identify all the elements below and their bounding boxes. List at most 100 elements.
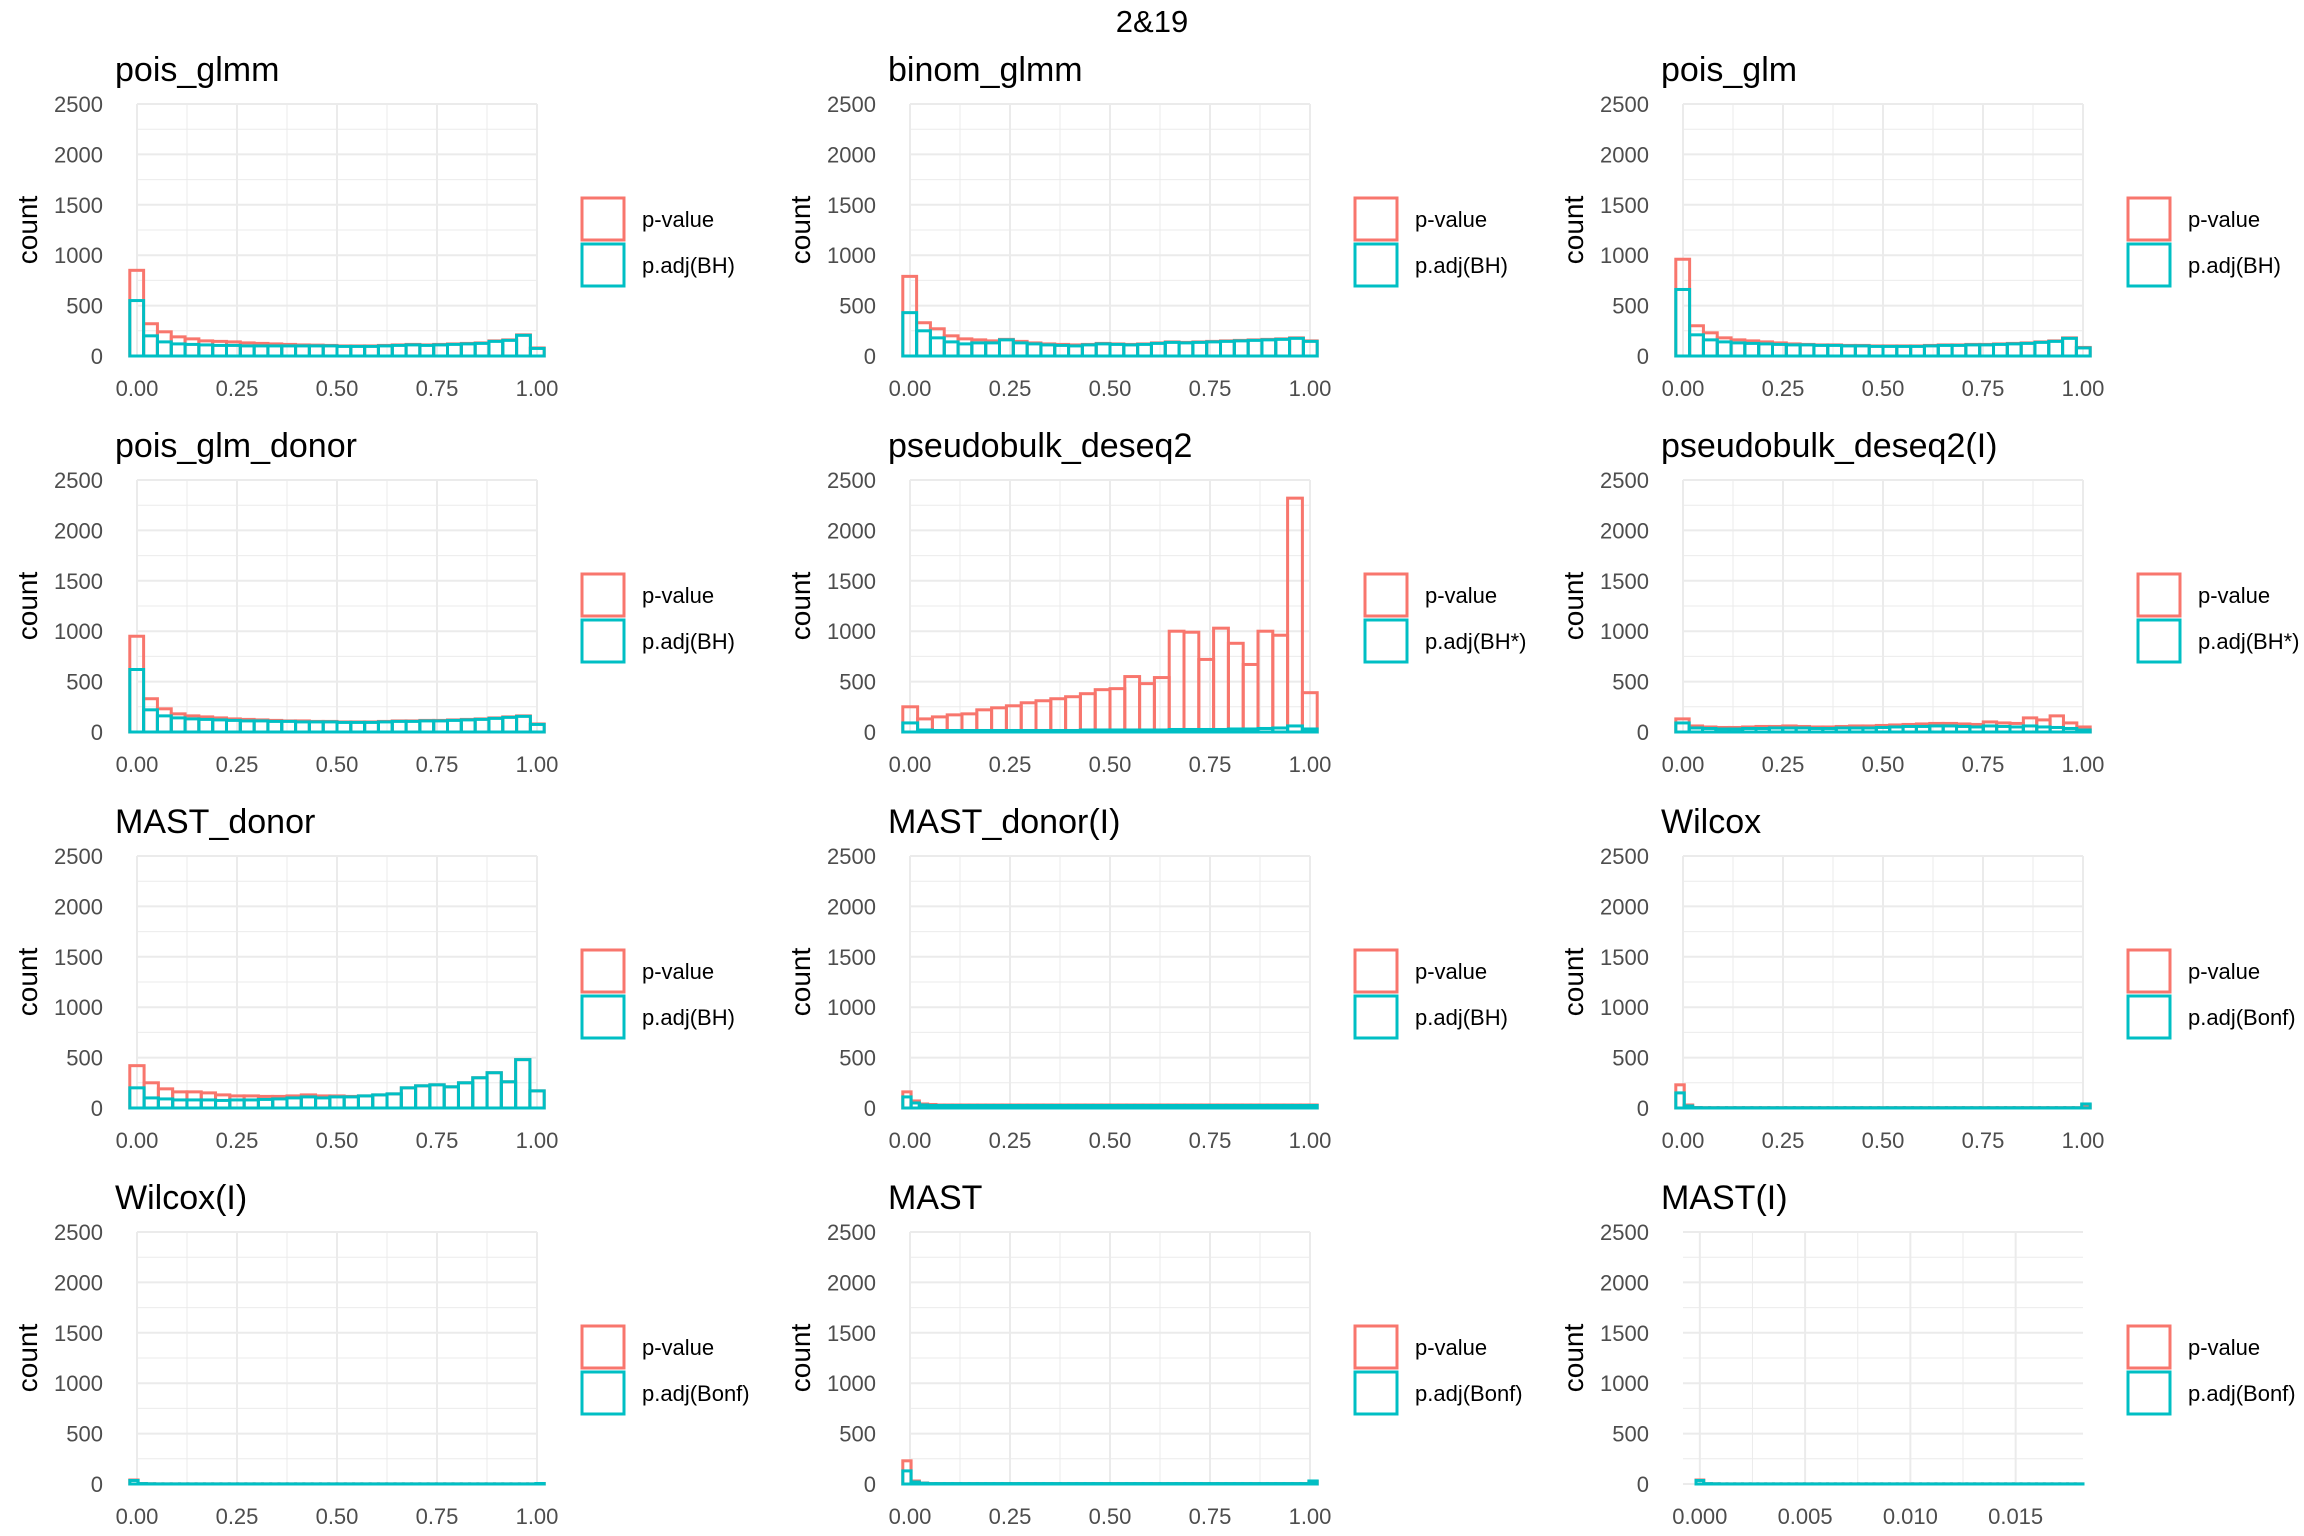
histogram-bar bbox=[528, 346, 546, 358]
y-axis-label: count bbox=[785, 1324, 816, 1393]
facet-MAST_donor(I): 0 500 1000 1500 2000 2500 0.00 0.25 0.50 0.75 1.00… bbox=[785, 803, 1508, 1153]
y-tick-label: 1500 bbox=[54, 1321, 103, 1346]
histogram-bar bbox=[1714, 727, 1731, 734]
histogram-bar bbox=[418, 719, 436, 734]
histogram-bar bbox=[2048, 714, 2065, 734]
x-tick-label: 0.00 bbox=[116, 1504, 159, 1529]
y-tick-label: 500 bbox=[66, 1046, 103, 1071]
y-tick-label: 1500 bbox=[827, 1321, 876, 1346]
legend-key-pvalue bbox=[580, 948, 626, 994]
histogram-bar bbox=[487, 716, 505, 734]
x-tick-label: 0.00 bbox=[1662, 1128, 1705, 1153]
facet-Wilcox: 0 500 1000 1500 2000 2500 0.00 0.25 0.50 0.75 1.00… bbox=[1558, 803, 2296, 1153]
histogram-bar bbox=[515, 714, 532, 734]
histogram-bar bbox=[1094, 342, 1112, 358]
histogram-bar bbox=[197, 717, 215, 734]
histogram-bar bbox=[1274, 337, 1292, 358]
histogram-bar bbox=[997, 337, 1015, 358]
histogram-bar bbox=[1093, 688, 1112, 734]
legend-key-pvalue bbox=[2126, 1324, 2172, 1370]
histogram-bar bbox=[446, 342, 463, 358]
histogram-bar bbox=[1781, 726, 1798, 734]
histogram-bar bbox=[1715, 340, 1733, 358]
histogram-bar bbox=[471, 1076, 489, 1110]
histogram-bar bbox=[1152, 728, 1171, 734]
histogram-bar bbox=[1241, 662, 1260, 734]
histogram-bar bbox=[342, 1095, 360, 1110]
histogram-bar bbox=[418, 343, 436, 358]
histogram-bar bbox=[356, 1094, 375, 1110]
legend-key-pvalue bbox=[2136, 572, 2182, 618]
panel-title: pois_glm_donor bbox=[115, 427, 357, 465]
histogram-bar bbox=[307, 344, 325, 358]
y-tick-label: 1000 bbox=[827, 619, 876, 644]
histogram-bar bbox=[1039, 343, 1057, 358]
y-tick-label: 0 bbox=[864, 720, 876, 745]
histogram-bar bbox=[224, 343, 242, 358]
histogram-bar bbox=[1770, 342, 1788, 358]
histogram-bar bbox=[376, 720, 394, 734]
histogram-bar bbox=[960, 728, 979, 734]
histogram-bar bbox=[1138, 682, 1156, 734]
legend-key-pvalue bbox=[580, 572, 626, 618]
y-tick-label: 1500 bbox=[827, 569, 876, 594]
histogram-bar bbox=[487, 716, 505, 734]
histogram-bar bbox=[1212, 727, 1230, 734]
y-tick-label: 2000 bbox=[827, 518, 876, 543]
histogram-bar bbox=[1701, 338, 1719, 358]
histogram-bar bbox=[1064, 728, 1082, 734]
histogram-bar bbox=[975, 708, 994, 734]
histogram-bar bbox=[1950, 343, 1968, 358]
histogram-bar bbox=[528, 722, 546, 734]
histogram-bar bbox=[156, 1097, 175, 1110]
x-tick-label: 0.75 bbox=[1189, 1504, 1232, 1529]
histogram-bar bbox=[1004, 704, 1023, 734]
histogram-bar bbox=[1812, 343, 1830, 358]
histogram-bar bbox=[1767, 726, 1785, 734]
facet-pois_glm: 0 500 1000 1500 2000 2500 0.00 0.25 0.50 0.75 1.00… bbox=[1558, 51, 2281, 401]
legend-key-adjusted bbox=[2126, 1370, 2172, 1416]
histogram-bar bbox=[1992, 342, 2009, 358]
histogram-bar bbox=[335, 344, 353, 358]
x-tick-label: 0.25 bbox=[1762, 376, 1805, 401]
x-tick-label: 0.75 bbox=[1962, 752, 2005, 777]
histogram-bar bbox=[1936, 343, 1954, 358]
facet-MAST(I): 0 500 1000 1500 2000 2500 0.000 0.005 0.010 0.015… bbox=[1558, 1179, 2296, 1529]
histogram-bar bbox=[238, 344, 256, 358]
panel-title: MAST_donor bbox=[115, 803, 315, 841]
histogram-bar bbox=[1701, 726, 1718, 734]
histogram-bar bbox=[1197, 657, 1216, 734]
histogram-bar bbox=[390, 719, 408, 734]
histogram-bar bbox=[271, 1097, 289, 1110]
histogram-bar bbox=[928, 327, 946, 358]
y-tick-label: 2000 bbox=[54, 1270, 103, 1295]
x-tick-label: 0.50 bbox=[1089, 376, 1132, 401]
legend-key-pvalue bbox=[1353, 196, 1399, 242]
x-tick-label: 0.50 bbox=[1089, 752, 1132, 777]
histogram-bar bbox=[294, 344, 311, 358]
histogram-bar bbox=[155, 340, 173, 358]
histogram-bar bbox=[252, 344, 270, 358]
y-tick-label: 2000 bbox=[827, 142, 876, 167]
histogram-bar bbox=[1138, 728, 1156, 734]
histogram-bar bbox=[1743, 341, 1761, 358]
legend-key-adjusted bbox=[1353, 994, 1399, 1040]
histogram-bar bbox=[990, 728, 1008, 734]
figure-title: 2&19 bbox=[1115, 4, 1189, 39]
x-tick-label: 1.00 bbox=[516, 752, 559, 777]
histogram-bar bbox=[514, 1058, 532, 1110]
histogram-bar bbox=[242, 1094, 260, 1110]
y-axis-label: count bbox=[1558, 1324, 1589, 1393]
histogram-bar bbox=[349, 720, 367, 734]
y-tick-label: 1000 bbox=[827, 995, 876, 1020]
x-tick-label: 0.75 bbox=[1189, 752, 1232, 777]
histogram-bar bbox=[128, 668, 146, 734]
y-tick-label: 1500 bbox=[827, 945, 876, 970]
x-tick-label: 0.25 bbox=[989, 376, 1032, 401]
histogram-bar bbox=[363, 344, 380, 358]
histogram-bar bbox=[371, 1093, 389, 1110]
histogram-bar bbox=[1288, 336, 1305, 358]
y-tick-label: 1500 bbox=[54, 193, 103, 218]
y-axis-label: count bbox=[1558, 572, 1589, 641]
histogram-bar bbox=[499, 1080, 518, 1110]
